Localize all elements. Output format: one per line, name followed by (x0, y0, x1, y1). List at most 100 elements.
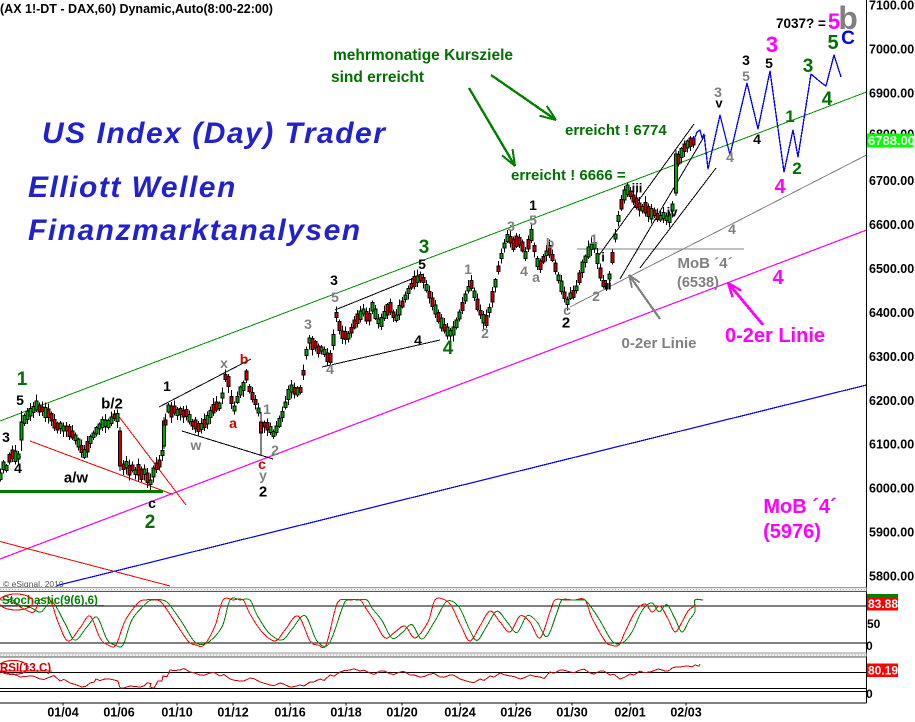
svg-text:(6538): (6538) (677, 275, 719, 291)
svg-text:6000.00: 6000.00 (869, 482, 914, 496)
svg-text:ii: ii (604, 278, 611, 293)
svg-text:5: 5 (742, 68, 750, 84)
svg-text:5: 5 (827, 32, 838, 54)
svg-text:1: 1 (785, 107, 794, 126)
svg-text:1: 1 (17, 369, 28, 390)
svg-text:1: 1 (163, 378, 171, 394)
svg-text:3: 3 (507, 218, 515, 234)
svg-text:2: 2 (271, 442, 279, 458)
svg-text:5: 5 (16, 392, 24, 408)
svg-text:b/2: b/2 (101, 395, 123, 412)
svg-text:Stochastic(9(6),6): Stochastic(9(6),6) (2, 595, 98, 607)
svg-text:a/w: a/w (64, 469, 89, 486)
svg-text:0: 0 (866, 687, 873, 701)
svg-text:2: 2 (792, 159, 801, 178)
svg-text:01/10: 01/10 (161, 706, 192, 720)
svg-text:3: 3 (2, 429, 10, 445)
svg-text:© eSignal, 2010: © eSignal, 2010 (3, 579, 64, 589)
svg-text:iii: iii (632, 181, 643, 196)
svg-text:x: x (220, 355, 228, 371)
svg-text:5800.00: 5800.00 (869, 570, 914, 584)
svg-text:MoB ´4´: MoB ´4´ (678, 255, 733, 272)
svg-text:erreicht ! 6666 =: erreicht ! 6666 = (511, 167, 626, 184)
svg-text:c: c (563, 302, 571, 318)
svg-text:5: 5 (331, 289, 339, 305)
svg-text:4: 4 (822, 89, 833, 110)
svg-text:01/20: 01/20 (386, 706, 417, 720)
svg-text:y: y (259, 467, 267, 483)
svg-text:5: 5 (529, 212, 537, 228)
svg-text:01/16: 01/16 (274, 706, 305, 720)
svg-text:mehrmonatige Kursziele: mehrmonatige Kursziele (333, 47, 513, 64)
svg-text:0-2er Linie: 0-2er Linie (725, 325, 825, 347)
svg-text:v: v (715, 96, 723, 111)
svg-text:7100.00: 7100.00 (869, 0, 914, 13)
svg-text:5: 5 (828, 9, 840, 34)
svg-text:(5976): (5976) (763, 521, 821, 543)
svg-text:4: 4 (414, 332, 422, 348)
svg-text:b: b (240, 351, 249, 367)
svg-text:6700.00: 6700.00 (869, 174, 914, 188)
svg-text:80.19: 80.19 (868, 664, 898, 678)
svg-text:01/24: 01/24 (444, 706, 475, 720)
svg-text:4: 4 (728, 221, 736, 237)
svg-text:5: 5 (765, 55, 773, 71)
svg-text:3: 3 (714, 84, 722, 100)
svg-text:c: c (258, 456, 266, 472)
svg-text:sind erreicht: sind erreicht (331, 69, 424, 86)
svg-text:Elliott Wellen: Elliott Wellen (28, 171, 237, 204)
svg-text:C: C (841, 28, 855, 49)
svg-text:w: w (190, 437, 202, 453)
svg-text:(AX 1!-DT - DAX,60) Dynamic,Au: (AX 1!-DT - DAX,60) Dynamic,Auto(8:00-22… (0, 2, 273, 16)
svg-text:6300.00: 6300.00 (869, 350, 914, 364)
svg-text:MoB ´4´: MoB ´4´ (763, 496, 836, 518)
svg-text:6500.00: 6500.00 (869, 262, 914, 276)
svg-text:4: 4 (774, 176, 786, 198)
svg-text:2: 2 (259, 483, 267, 500)
svg-text:iv: iv (667, 205, 679, 220)
svg-text:6900.00: 6900.00 (869, 86, 914, 100)
svg-text:1: 1 (529, 197, 537, 213)
svg-text:01/30: 01/30 (556, 706, 587, 720)
svg-text:i: i (601, 250, 605, 265)
svg-text:4: 4 (326, 361, 334, 377)
svg-text:02/01: 02/01 (614, 706, 645, 720)
svg-text:5: 5 (418, 256, 426, 272)
svg-text:3: 3 (742, 52, 750, 68)
svg-text:4: 4 (726, 149, 734, 165)
svg-text:erreicht ! 6774: erreicht ! 6774 (565, 122, 667, 139)
svg-text:a: a (229, 415, 237, 431)
svg-text:2: 2 (481, 325, 489, 341)
svg-text:4: 4 (753, 131, 761, 147)
svg-text:6788.00: 6788.00 (868, 133, 915, 148)
svg-text:6100.00: 6100.00 (869, 438, 914, 452)
svg-text:7000.00: 7000.00 (869, 42, 914, 56)
svg-text:01/04: 01/04 (47, 706, 78, 720)
svg-text:US Index (Day) Trader: US Index (Day) Trader (42, 117, 387, 150)
svg-text:2: 2 (145, 512, 156, 533)
svg-text:b: b (546, 235, 555, 251)
svg-text:3: 3 (304, 316, 312, 332)
svg-text:50: 50 (867, 617, 881, 631)
svg-text:2: 2 (562, 314, 570, 331)
svg-text:2: 2 (592, 288, 600, 304)
svg-text:Finanzmarktanalysen: Finanzmarktanalysen (28, 214, 362, 247)
svg-text:6600.00: 6600.00 (869, 218, 914, 232)
svg-text:01/12: 01/12 (217, 706, 248, 720)
svg-text:5900.00: 5900.00 (869, 526, 914, 540)
svg-text:7037? =: 7037? = (776, 16, 826, 31)
svg-text:b: b (838, 0, 858, 36)
svg-text:0: 0 (866, 639, 873, 653)
svg-text:6200.00: 6200.00 (869, 394, 914, 408)
svg-text:c: c (148, 495, 156, 511)
svg-text:3: 3 (330, 272, 338, 288)
svg-text:01/06: 01/06 (103, 706, 134, 720)
svg-text:3: 3 (803, 56, 814, 77)
svg-text:83.88: 83.88 (868, 597, 898, 611)
svg-text:3: 3 (766, 32, 778, 57)
svg-text:4: 4 (772, 267, 784, 289)
svg-text:4: 4 (443, 338, 454, 359)
svg-text:3: 3 (419, 237, 430, 258)
svg-text:4: 4 (14, 460, 22, 476)
svg-text:1: 1 (590, 231, 598, 247)
